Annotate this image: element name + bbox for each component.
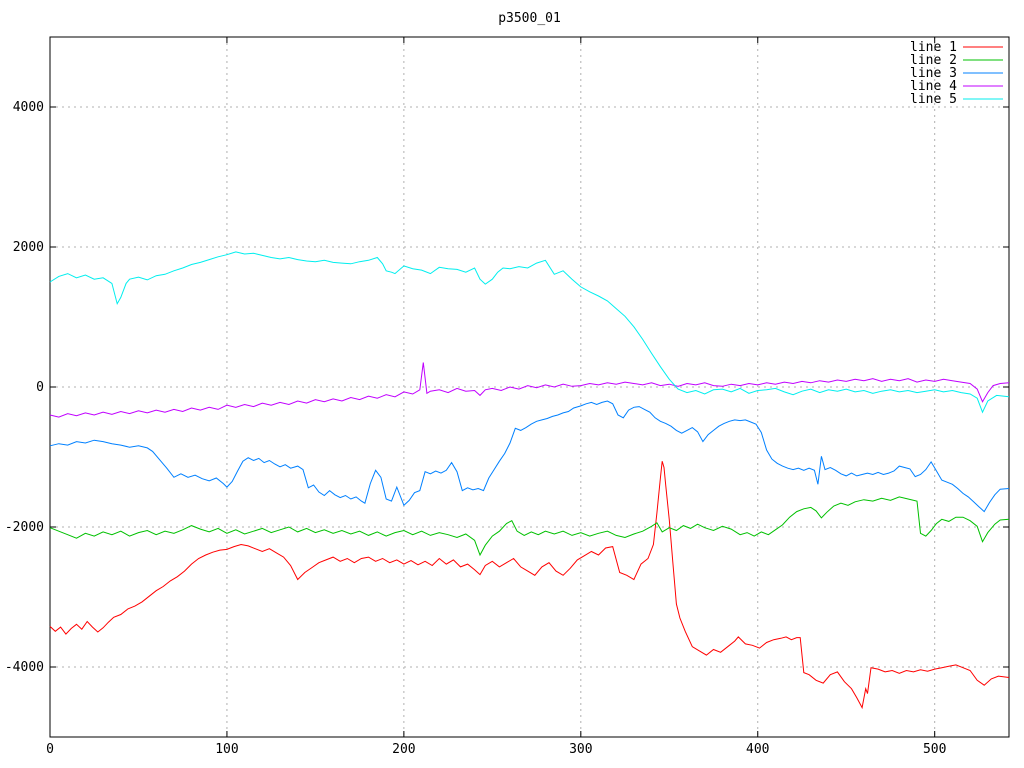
x-tick-label: 200 [392, 742, 415, 757]
legend-label: line 3 [910, 66, 957, 81]
x-tick-label: 100 [215, 742, 238, 757]
legend-label: line 1 [910, 40, 957, 55]
series-line-3 [49, 400, 1010, 513]
y-tick-label: -2000 [5, 520, 44, 535]
series-line-5 [49, 251, 1010, 414]
y-tick-label: 2000 [13, 240, 44, 255]
x-tick-label: 300 [569, 742, 592, 757]
x-tick-label: 400 [746, 742, 769, 757]
series-line-2 [49, 496, 1010, 557]
y-tick-label: 0 [36, 380, 44, 395]
series-line-4 [49, 362, 1010, 418]
chart-title: p3500_01 [498, 11, 561, 26]
y-tick-label: -4000 [5, 660, 44, 675]
y-tick-label: 4000 [13, 100, 44, 115]
legend-label: line 2 [910, 53, 957, 68]
legend-label: line 4 [910, 79, 957, 94]
x-tick-label: 500 [923, 742, 946, 757]
x-tick-label: 0 [46, 742, 54, 757]
plot-border [49, 36, 1010, 738]
legend-label: line 5 [910, 92, 957, 107]
series-line-1 [49, 461, 1010, 710]
